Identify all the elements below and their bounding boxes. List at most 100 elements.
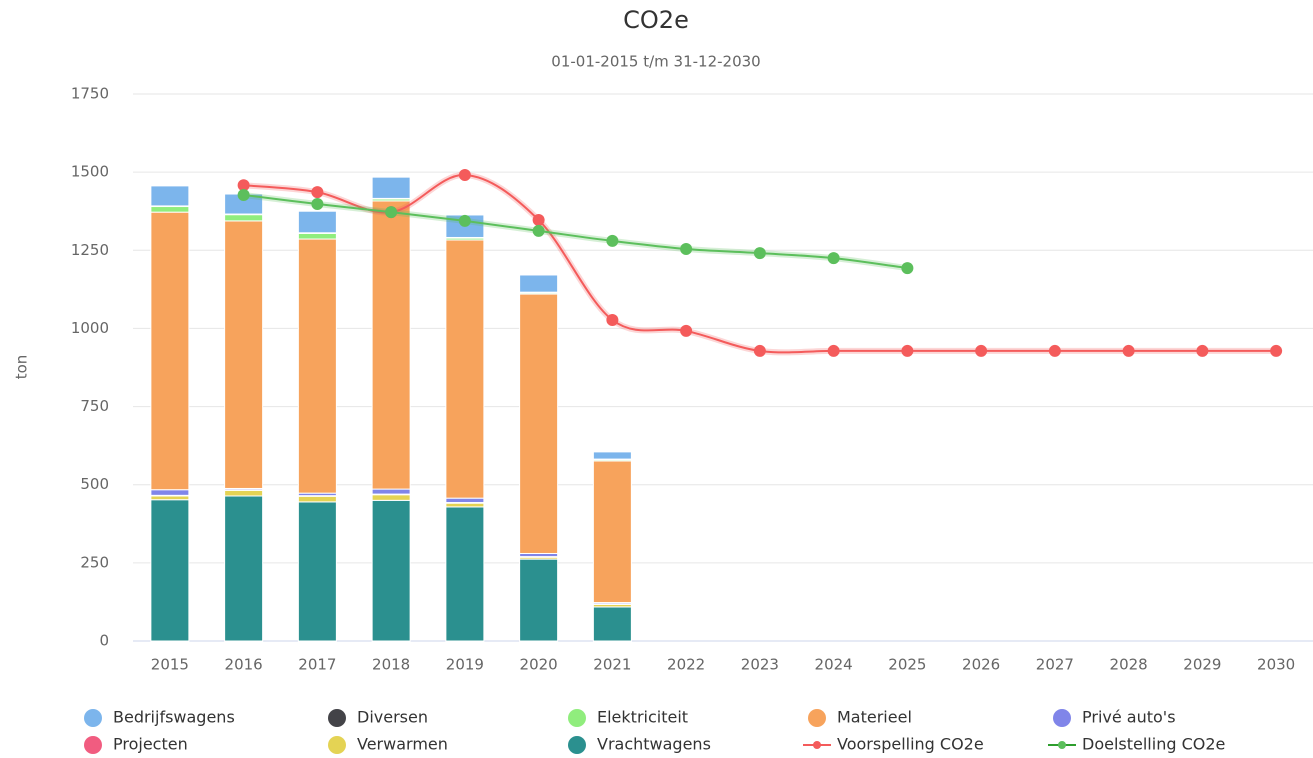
bar-segment bbox=[224, 489, 264, 497]
x-tick-label: 2018 bbox=[372, 656, 410, 674]
line-marker bbox=[975, 344, 988, 357]
x-tick-label: 2017 bbox=[298, 656, 336, 674]
legend-label: Elektriciteit bbox=[597, 708, 688, 727]
line-marker bbox=[901, 262, 914, 275]
bar-segment bbox=[297, 501, 337, 642]
line-marker bbox=[311, 186, 324, 199]
bar-segment bbox=[297, 232, 337, 240]
line-marker bbox=[458, 168, 471, 181]
legend-label: Materieel bbox=[837, 708, 912, 727]
y-tick-label: 750 bbox=[80, 397, 109, 415]
legend-label: Vrachtwagens bbox=[597, 735, 711, 754]
line-marker bbox=[827, 252, 840, 265]
x-tick-label: 2016 bbox=[225, 656, 263, 674]
y-tick-label: 0 bbox=[99, 632, 109, 650]
x-tick-label: 2028 bbox=[1110, 656, 1148, 674]
x-tick-label: 2023 bbox=[741, 656, 779, 674]
line-marker bbox=[680, 324, 693, 337]
legend-marker bbox=[328, 736, 346, 754]
y-tick-label: 1000 bbox=[71, 319, 109, 337]
bar-segment bbox=[592, 460, 632, 604]
x-tick-label: 2026 bbox=[962, 656, 1000, 674]
x-tick-label: 2015 bbox=[151, 656, 189, 674]
line-marker bbox=[237, 188, 250, 201]
bar-segment bbox=[519, 293, 559, 554]
bar-segment bbox=[371, 488, 411, 495]
line bbox=[243, 193, 908, 270]
y-tick-label: 1250 bbox=[71, 241, 109, 259]
line-marker bbox=[606, 313, 619, 326]
line bbox=[243, 173, 1277, 354]
bar-segment bbox=[297, 210, 337, 234]
legend-label: Privé auto's bbox=[1082, 708, 1176, 727]
bar-segment bbox=[592, 606, 632, 642]
bar-segment bbox=[519, 558, 559, 642]
bar-segment bbox=[150, 206, 190, 213]
bar-segment bbox=[592, 451, 632, 460]
bar-segment bbox=[519, 274, 559, 293]
x-tick-label: 2019 bbox=[446, 656, 484, 674]
line-marker bbox=[532, 224, 545, 237]
bar-segment bbox=[224, 214, 264, 222]
line-marker bbox=[753, 344, 766, 357]
line-marker bbox=[1196, 344, 1209, 357]
y-tick-label: 500 bbox=[80, 475, 109, 493]
legend-label: Bedrijfswagens bbox=[113, 708, 235, 727]
legend-marker bbox=[568, 736, 586, 754]
line-marker bbox=[458, 214, 471, 227]
legend-marker bbox=[84, 709, 102, 727]
bar-segment bbox=[150, 499, 190, 642]
legend-label: Verwarmen bbox=[357, 735, 448, 754]
bar-segment bbox=[297, 238, 337, 494]
legend-marker bbox=[1053, 709, 1071, 727]
bar-segment bbox=[150, 211, 190, 491]
line-marker bbox=[385, 206, 398, 219]
bar-segment bbox=[371, 494, 411, 501]
line-marker bbox=[680, 243, 693, 256]
line-marker bbox=[753, 247, 766, 260]
line-marker bbox=[901, 344, 914, 357]
line-marker bbox=[311, 198, 324, 211]
line-marker bbox=[1122, 344, 1135, 357]
x-tick-label: 2029 bbox=[1183, 656, 1221, 674]
bar-segment bbox=[371, 176, 411, 199]
legend-label: Projecten bbox=[113, 735, 188, 754]
x-tick-label: 2024 bbox=[815, 656, 853, 674]
line-marker bbox=[237, 179, 250, 192]
bar-segment bbox=[150, 185, 190, 207]
legend-marker bbox=[1058, 741, 1066, 749]
chart-title: CO2e bbox=[623, 6, 689, 34]
legend-marker bbox=[568, 709, 586, 727]
x-tick-label: 2030 bbox=[1257, 656, 1295, 674]
legend-marker bbox=[84, 736, 102, 754]
y-tick-label: 250 bbox=[80, 553, 109, 571]
x-tick-label: 2020 bbox=[520, 656, 558, 674]
line-marker bbox=[606, 234, 619, 247]
line-marker bbox=[1048, 344, 1061, 357]
bar-segment bbox=[371, 200, 411, 490]
bar-segment bbox=[445, 497, 485, 504]
x-tick-label: 2027 bbox=[1036, 656, 1074, 674]
bar-segment bbox=[297, 495, 337, 503]
bar-segment bbox=[445, 506, 485, 642]
line-marker bbox=[532, 213, 545, 226]
line-marker bbox=[827, 344, 840, 357]
legend-label: Doelstelling CO2e bbox=[1082, 735, 1225, 754]
line-marker bbox=[1270, 344, 1283, 357]
bar-segment bbox=[371, 499, 411, 642]
legend-marker bbox=[808, 709, 826, 727]
bar-segment bbox=[224, 495, 264, 642]
legend-marker bbox=[328, 709, 346, 727]
x-tick-label: 2022 bbox=[667, 656, 705, 674]
bar-segment bbox=[445, 502, 485, 508]
legend-label: Diversen bbox=[357, 708, 428, 727]
legend-marker bbox=[813, 741, 821, 749]
chart-subtitle: 01-01-2015 t/m 31-12-2030 bbox=[551, 53, 760, 71]
y-tick-label: 1750 bbox=[71, 85, 109, 103]
bar-segment bbox=[445, 239, 485, 499]
x-tick-label: 2021 bbox=[593, 656, 631, 674]
x-tick-label: 2025 bbox=[888, 656, 926, 674]
bar-segment bbox=[150, 495, 190, 501]
legend-label: Voorspelling CO2e bbox=[837, 735, 984, 754]
